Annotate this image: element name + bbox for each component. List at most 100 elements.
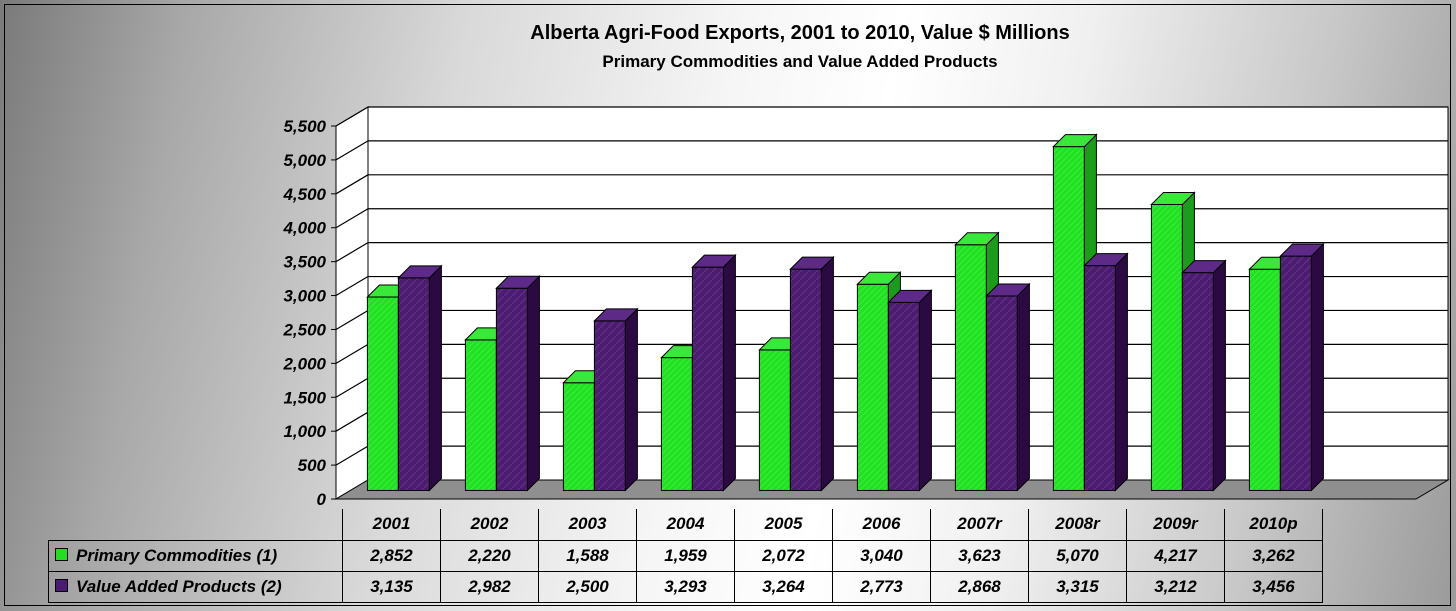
bar-value-added-side xyxy=(526,275,540,492)
y-tick-label: 4,500 xyxy=(282,185,326,204)
bar-value-added-front xyxy=(887,301,920,491)
data-label: 1,959 xyxy=(636,539,735,572)
data-label: 2,982 xyxy=(440,570,539,603)
category-label: 2005 xyxy=(734,509,833,541)
bar-primary-front xyxy=(1150,203,1183,491)
series-row-value-added: Value Added Products (2) 3,135 2,982 2,500… xyxy=(48,570,1323,603)
bar-primary-front xyxy=(954,244,987,491)
bar-value-added-front xyxy=(1181,272,1214,491)
bar-value-added-side xyxy=(624,307,638,492)
bar-value-added-top xyxy=(1279,243,1325,257)
y-tick-label: 5,000 xyxy=(283,151,326,170)
chart-frame xyxy=(4,4,1451,606)
data-label: 2,220 xyxy=(440,539,539,572)
bar-value-added-top xyxy=(1181,260,1227,274)
y-tick-label: 2,000 xyxy=(282,354,326,373)
bar-primary-front xyxy=(660,357,693,491)
data-label: 3,264 xyxy=(734,570,833,603)
y-tick-label: 3,000 xyxy=(283,287,326,306)
category-row: 2001 2002 2003 2004 2005 2006 2007r 2008r 2009r 2… xyxy=(49,509,1323,541)
bar-value-added-side xyxy=(1310,242,1324,492)
bar-primary-front xyxy=(366,296,399,491)
data-label: 3,135 xyxy=(342,570,441,603)
gridline-side xyxy=(335,174,369,195)
bar-value-added-front xyxy=(789,268,822,491)
bar-value-added-top xyxy=(887,289,933,303)
bar-value-added-front xyxy=(1279,255,1312,491)
gridline-side xyxy=(335,445,369,466)
y-tick-label: 3,500 xyxy=(283,253,326,272)
bar-value-added-top xyxy=(495,275,541,289)
bar-primary-front xyxy=(562,382,595,491)
category-label: 2003 xyxy=(538,509,637,541)
y-tick-label: 500 xyxy=(298,456,327,475)
data-label: 4,217 xyxy=(1126,539,1225,572)
bar-primary-top xyxy=(856,271,902,285)
gridline-side xyxy=(335,377,369,398)
data-table: 2001 2002 2003 2004 2005 2006 2007r 2008r 2009r 2… xyxy=(48,509,1323,603)
data-label: 3,262 xyxy=(1224,539,1323,572)
legend-primary-commodities: Primary Commodities (1) xyxy=(48,539,343,572)
bar-value-added-side xyxy=(1114,252,1128,492)
data-label: 2,868 xyxy=(930,570,1029,603)
bar-value-added-front xyxy=(495,287,528,491)
data-label: 3,456 xyxy=(1224,570,1323,603)
data-label: 2,072 xyxy=(734,539,833,572)
plot-side-wall xyxy=(335,106,369,500)
bar-value-added-top xyxy=(789,256,835,270)
category-label: 2006 xyxy=(832,509,931,541)
chart-subtitle: Primary Commodities and Value Added Prod… xyxy=(602,52,998,71)
bar-value-added-top xyxy=(985,283,1031,297)
gridline-side xyxy=(335,343,369,364)
y-tick-label: 1,500 xyxy=(283,388,326,407)
bar-primary-front xyxy=(856,283,889,491)
category-label: 2008r xyxy=(1028,509,1127,541)
data-label: 2,500 xyxy=(538,570,637,603)
bar-value-added-front xyxy=(985,295,1018,491)
gridline-side xyxy=(335,140,369,161)
data-label: 3,293 xyxy=(636,570,735,603)
bar-value-added-top xyxy=(1083,253,1129,267)
bar-value-added-top xyxy=(691,254,737,268)
data-label: 3,623 xyxy=(930,539,1029,572)
bar-value-added-side xyxy=(918,289,932,492)
y-tick-label: 2,500 xyxy=(282,320,326,339)
bar-value-added-front xyxy=(593,320,626,491)
bar-primary-top xyxy=(1150,191,1196,205)
bar-value-added-top xyxy=(397,265,443,279)
series-row-primary: Primary Commodities (1) 2,852 2,220 1,588 1… xyxy=(48,539,1323,572)
data-label: 1,588 xyxy=(538,539,637,572)
y-tick-label: 5,500 xyxy=(283,117,326,136)
data-label: 5,070 xyxy=(1028,539,1127,572)
category-label: 2001 xyxy=(342,509,441,541)
y-tick-label: 1,000 xyxy=(283,422,326,441)
y-tick-label: 0 xyxy=(317,490,327,509)
category-label: 2002 xyxy=(440,509,539,541)
legend-value-added-products: Value Added Products (2) xyxy=(48,570,343,603)
bar-value-added-top xyxy=(593,308,639,322)
y-tick-label: 4,000 xyxy=(282,219,326,238)
gridline-side xyxy=(335,242,369,263)
bar-value-added-front xyxy=(691,266,724,491)
legend-swatch-green xyxy=(55,547,68,561)
bar-value-added-side xyxy=(1212,259,1226,492)
gridline-side xyxy=(335,411,369,432)
data-label: 3,040 xyxy=(832,539,931,572)
category-label: 2007r xyxy=(930,509,1029,541)
bar-value-added-front xyxy=(1083,265,1116,491)
bar-primary-front xyxy=(1248,268,1281,491)
bar-primary-front xyxy=(758,349,791,491)
gridline-side xyxy=(335,309,369,330)
bar-value-added-side xyxy=(820,255,834,492)
legend-swatch-purple xyxy=(55,578,68,592)
bar-primary-top xyxy=(1052,134,1098,148)
bar-value-added-side xyxy=(1016,282,1030,492)
gridline-side xyxy=(335,276,369,297)
category-label: 2009r xyxy=(1126,509,1225,541)
category-label: 2004 xyxy=(636,509,735,541)
bar-value-added-side xyxy=(428,264,442,492)
gridline-side xyxy=(335,208,369,229)
bar-primary-top xyxy=(954,232,1000,246)
chart-title: Alberta Agri-Food Exports, 2001 to 2010,… xyxy=(530,22,1070,44)
